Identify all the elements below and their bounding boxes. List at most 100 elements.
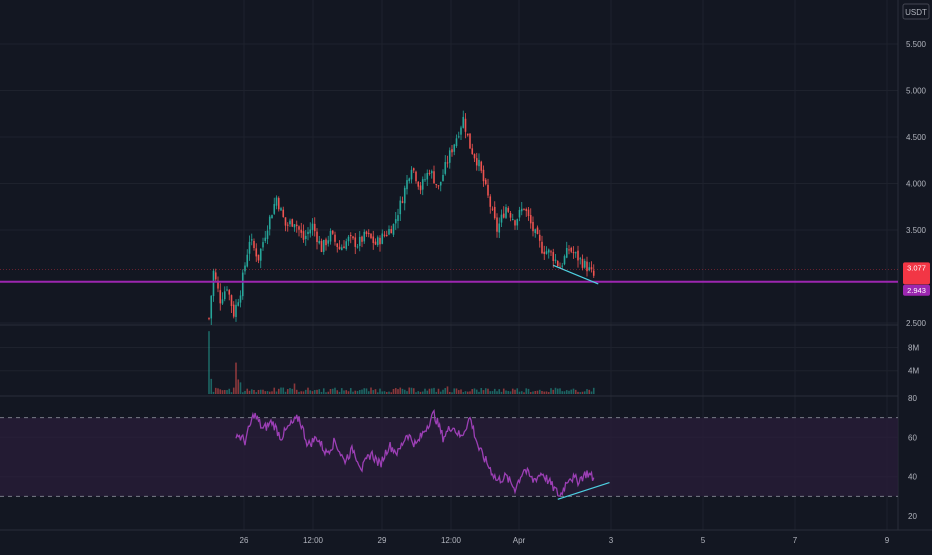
volume-bar <box>545 391 548 394</box>
candle <box>579 256 582 265</box>
support-price-tag: 2.943 <box>903 284 930 296</box>
currency-badge[interactable] <box>902 3 930 20</box>
volume-bar <box>311 391 314 394</box>
volume-bar <box>493 388 496 394</box>
candle <box>313 217 316 237</box>
candle <box>408 177 411 184</box>
candle <box>518 206 521 222</box>
candle <box>536 225 539 235</box>
volume-bar <box>284 391 287 394</box>
volume-bar <box>509 391 512 394</box>
candle <box>516 218 519 230</box>
candle <box>426 169 429 186</box>
volume-bar <box>419 391 422 394</box>
volume-bar <box>563 391 566 394</box>
candle <box>430 169 433 179</box>
time-tick-label: 9 <box>885 536 890 545</box>
volume-bar <box>572 388 575 394</box>
volume-bar <box>385 392 388 394</box>
candle <box>446 155 449 168</box>
volume-bar <box>219 389 222 394</box>
volume-bar <box>401 388 404 394</box>
volume-bar <box>581 391 584 394</box>
volume-bar <box>282 387 285 394</box>
candle <box>482 165 485 187</box>
candle <box>444 155 447 176</box>
candle <box>241 269 244 300</box>
candle <box>534 228 537 238</box>
rsi-axis[interactable]: 80 60 40 20 <box>908 394 917 521</box>
candle <box>318 235 321 245</box>
candle <box>385 230 388 237</box>
candle <box>282 206 285 218</box>
volume-bar <box>484 388 487 394</box>
volume-bar <box>568 390 570 394</box>
volume-bar <box>469 391 471 394</box>
volume-bar <box>331 388 334 394</box>
candlestick-series <box>208 110 595 325</box>
candle <box>394 211 397 230</box>
candle <box>356 244 359 249</box>
candle <box>381 229 384 245</box>
volume-bar <box>248 390 251 394</box>
candle <box>509 210 512 222</box>
candle <box>451 144 453 157</box>
candle <box>214 268 217 282</box>
candle <box>397 208 399 229</box>
volume-bar <box>217 388 219 394</box>
rsi-trendline[interactable] <box>557 481 610 500</box>
candle <box>529 208 532 229</box>
candle <box>552 248 555 268</box>
price-axis[interactable]: 5.500 5.000 4.500 4.000 3.500 2.500 <box>906 40 927 328</box>
candle <box>502 206 505 219</box>
candle <box>505 204 507 219</box>
candle <box>219 283 222 311</box>
candle <box>390 225 393 234</box>
candle <box>563 254 566 266</box>
candle <box>590 261 593 273</box>
volume-bar <box>516 388 519 394</box>
volume-bar <box>363 388 366 394</box>
candle <box>307 227 309 241</box>
time-axis[interactable]: 26 12:00 29 12:00 Apr 3 5 7 9 <box>240 536 890 545</box>
volume-bar <box>354 390 357 394</box>
candle <box>262 237 264 251</box>
rsi-tick-label: 80 <box>908 394 917 403</box>
candle <box>541 235 543 255</box>
volume-bar <box>304 389 307 394</box>
volume-bar <box>412 388 415 394</box>
candle <box>500 209 503 228</box>
volume-bar <box>394 388 397 394</box>
volume-bar <box>482 390 485 394</box>
candle <box>246 249 249 268</box>
volume-bar <box>421 391 424 394</box>
volume-bar <box>507 391 510 394</box>
volume-bar <box>237 379 240 394</box>
volume-bar <box>286 389 289 394</box>
candle <box>572 246 575 259</box>
volume-bar <box>556 388 559 394</box>
price-trendline[interactable] <box>553 264 599 285</box>
candle <box>352 235 354 240</box>
candle <box>277 196 280 212</box>
volume-bar <box>480 387 483 394</box>
volume-bar <box>437 388 440 394</box>
candle <box>471 143 474 155</box>
volume-bar <box>543 391 546 394</box>
candle <box>556 260 559 268</box>
candle <box>570 246 573 254</box>
volume-axis[interactable]: 8M 4M <box>908 343 919 375</box>
candle <box>466 133 469 137</box>
volume-bar <box>457 390 460 394</box>
candle <box>289 218 291 227</box>
candle <box>208 317 210 321</box>
candle <box>228 288 231 301</box>
time-tick-label: Apr <box>513 536 526 545</box>
volume-bar <box>307 387 309 394</box>
volume-bar <box>376 392 379 394</box>
candle <box>361 235 363 248</box>
candle <box>439 181 442 192</box>
volume-bar <box>550 388 552 394</box>
